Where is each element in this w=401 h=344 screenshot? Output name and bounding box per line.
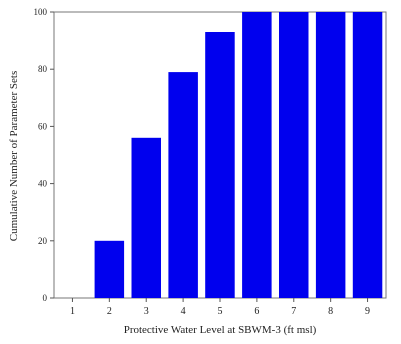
bar-9 xyxy=(352,12,383,298)
y-tick-label: 0 xyxy=(43,293,48,303)
x-tick-label: 8 xyxy=(328,306,333,317)
x-ticks-group: 1 2 3 4 5 6 7 8 9 xyxy=(70,298,370,317)
x-tick-label: 6 xyxy=(254,306,259,317)
bar-7 xyxy=(279,12,309,298)
y-ticks-group: 0 20 40 60 80 100 xyxy=(34,7,54,303)
y-tick-label: 20 xyxy=(38,236,48,246)
y-tick-label: 80 xyxy=(38,64,48,74)
bar-3 xyxy=(131,137,161,298)
y-tick-label: 40 xyxy=(38,179,48,189)
bar-8 xyxy=(315,12,346,298)
x-tick-label: 1 xyxy=(70,306,75,317)
bars-group xyxy=(94,12,383,298)
x-axis-label: Protective Water Level at SBWM-3 (ft msl… xyxy=(124,324,317,336)
x-tick-label: 5 xyxy=(218,306,223,317)
y-tick-label: 60 xyxy=(38,121,48,131)
x-tick-label: 9 xyxy=(365,306,370,317)
x-tick-label: 7 xyxy=(291,306,296,317)
bar-2 xyxy=(94,240,125,298)
bar-5 xyxy=(205,32,235,298)
bar-4 xyxy=(168,72,198,298)
y-tick-label: 100 xyxy=(34,7,48,17)
bar-6 xyxy=(242,12,272,298)
x-tick-label: 2 xyxy=(107,306,112,317)
y-axis-label: Cumulative Number of Parameter Sets xyxy=(8,71,20,241)
x-tick-label: 4 xyxy=(181,306,186,317)
x-tick-label: 3 xyxy=(144,306,149,317)
